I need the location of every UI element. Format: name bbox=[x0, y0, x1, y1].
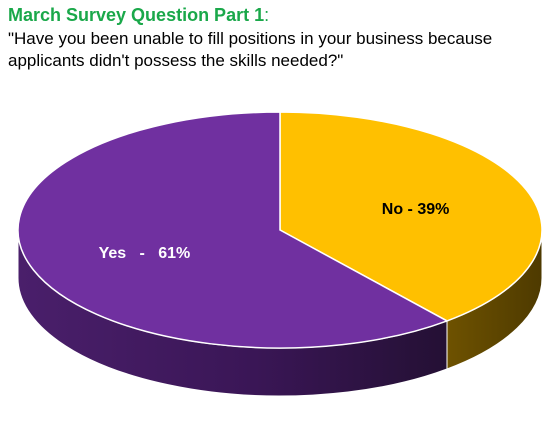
slice-label-yes: Yes - 61% bbox=[99, 245, 191, 262]
title-colon: : bbox=[264, 5, 270, 25]
pie-tops bbox=[17, 111, 543, 349]
pie-labels: No - 39% Yes - 61% bbox=[99, 201, 450, 262]
slice-label-no: No - 39% bbox=[382, 201, 450, 218]
title-text: March Survey Question Part 1 bbox=[8, 5, 265, 25]
chart-title: March Survey Question Part 1: bbox=[8, 4, 548, 26]
pie-slice-no bbox=[279, 111, 543, 322]
chart-header: March Survey Question Part 1: "Have you … bbox=[8, 4, 548, 72]
survey-question: "Have you been unable to fill positions … bbox=[8, 29, 493, 70]
pie-slice-yes bbox=[17, 111, 449, 349]
